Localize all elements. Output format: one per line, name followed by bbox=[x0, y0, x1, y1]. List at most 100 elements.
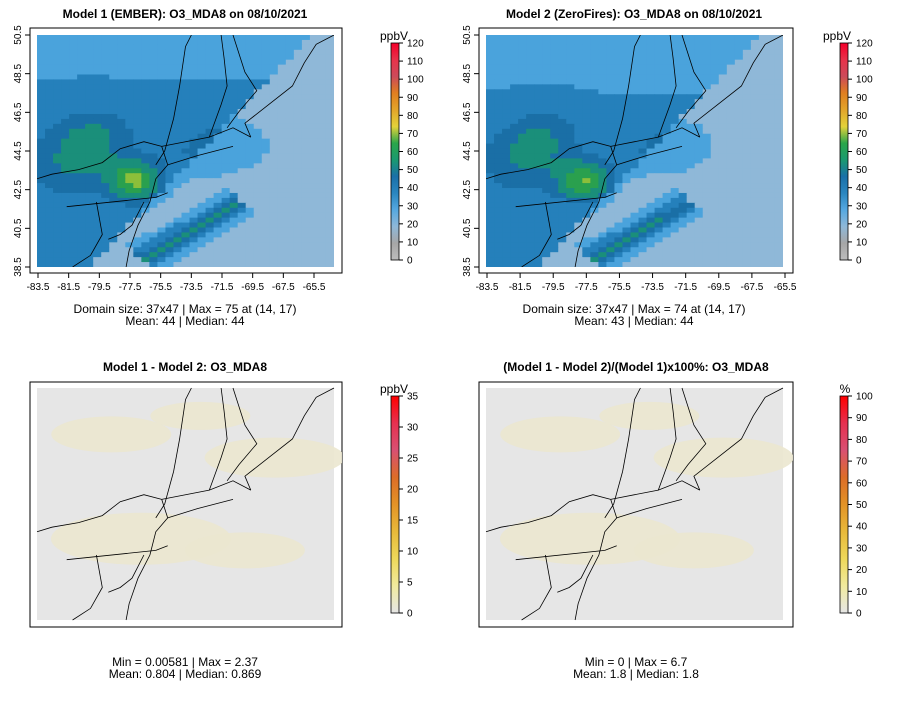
field-cell bbox=[85, 143, 94, 150]
field-cell bbox=[662, 158, 672, 164]
field-cell bbox=[494, 59, 503, 66]
field-cell bbox=[558, 188, 567, 194]
field-cell bbox=[85, 197, 94, 204]
field-cell bbox=[149, 118, 158, 125]
field-cell bbox=[93, 99, 102, 105]
field-cell bbox=[566, 148, 575, 154]
field-cell bbox=[566, 222, 575, 229]
field-cell bbox=[141, 192, 150, 199]
field-cell bbox=[526, 207, 535, 214]
field-cell bbox=[133, 49, 142, 56]
field-cell bbox=[229, 133, 239, 140]
field-cell bbox=[181, 222, 191, 229]
field-cell bbox=[141, 109, 150, 115]
field-cell bbox=[694, 178, 704, 184]
field-cell bbox=[293, 128, 303, 135]
field-cell bbox=[229, 153, 239, 159]
field-cell bbox=[494, 227, 503, 233]
field-cell bbox=[734, 183, 744, 189]
field-cell bbox=[157, 168, 166, 174]
field-cell bbox=[710, 217, 720, 224]
field-cell bbox=[550, 113, 559, 120]
field-cell bbox=[125, 59, 134, 66]
field-cell bbox=[638, 69, 648, 75]
field-cell bbox=[237, 123, 247, 130]
field-cell bbox=[213, 247, 223, 253]
field-cell bbox=[277, 252, 287, 258]
field-cell bbox=[590, 242, 599, 248]
colorbar-tick-label: 30 bbox=[856, 543, 868, 554]
field-cell bbox=[590, 202, 599, 209]
field-cell bbox=[646, 227, 656, 233]
x-axis: -83.5 -81.5 -79.5 -77.5 -75.5 -73.5 -71.5 -69.5… bbox=[27, 273, 326, 293]
field-cell bbox=[45, 247, 54, 253]
field-cell bbox=[662, 202, 672, 209]
field-cell bbox=[518, 153, 527, 159]
field-cell bbox=[53, 178, 62, 184]
field-cell bbox=[590, 104, 599, 110]
colorbar-tick-label: 10 bbox=[407, 237, 419, 248]
field-cell bbox=[638, 148, 648, 154]
x-tick-label: -69.5 bbox=[241, 282, 264, 293]
boundary-line bbox=[36, 494, 162, 533]
field-cell bbox=[742, 49, 752, 56]
field-cell bbox=[37, 35, 46, 41]
field-cell bbox=[598, 138, 607, 145]
field-cell bbox=[702, 39, 712, 46]
field-cell bbox=[45, 222, 54, 229]
field-cell bbox=[694, 59, 704, 66]
field-cell bbox=[518, 54, 527, 61]
field-cell bbox=[598, 173, 607, 179]
field-cell bbox=[93, 109, 102, 115]
field-cell bbox=[630, 35, 640, 41]
field-cell bbox=[309, 192, 319, 199]
colorbar-tick-label: 20 bbox=[856, 565, 868, 576]
field-cell bbox=[558, 168, 567, 174]
field-cell bbox=[702, 242, 712, 248]
field-cell bbox=[61, 212, 70, 219]
field-cell bbox=[125, 217, 134, 224]
field-cell bbox=[53, 163, 62, 169]
field-cell bbox=[582, 217, 591, 224]
field-cell bbox=[726, 59, 736, 66]
field-cell bbox=[189, 39, 199, 46]
field-cell bbox=[229, 173, 239, 179]
field-cell bbox=[101, 128, 110, 135]
field-cell bbox=[101, 89, 110, 95]
field-cell bbox=[686, 178, 696, 184]
field-cell bbox=[574, 227, 583, 233]
field-cell bbox=[325, 207, 334, 214]
field-cell bbox=[686, 69, 696, 75]
field-cell bbox=[526, 39, 535, 46]
field-cell bbox=[486, 178, 495, 184]
field-cell bbox=[750, 257, 760, 263]
field-cell bbox=[221, 79, 231, 85]
field-cell bbox=[309, 138, 319, 145]
field-cell bbox=[109, 123, 118, 130]
field-cell bbox=[654, 247, 664, 253]
field-cell bbox=[718, 54, 728, 61]
field-cell bbox=[518, 207, 527, 214]
field-cell bbox=[213, 207, 223, 214]
field-cell bbox=[598, 74, 607, 80]
field-cell bbox=[109, 138, 118, 145]
field-cell bbox=[301, 232, 311, 238]
field-cell bbox=[109, 153, 118, 159]
field-cell bbox=[614, 237, 623, 243]
field-cell bbox=[670, 94, 680, 100]
field-cell bbox=[77, 173, 86, 179]
field-cell bbox=[622, 123, 631, 130]
field-cell bbox=[317, 44, 327, 51]
field-cell bbox=[229, 237, 239, 243]
field-cell bbox=[726, 158, 736, 164]
field-cell bbox=[774, 39, 783, 46]
field-cell bbox=[566, 123, 575, 130]
field-cell bbox=[133, 188, 142, 194]
field-cell bbox=[133, 232, 142, 238]
field-cell bbox=[742, 133, 752, 140]
field-cell bbox=[654, 197, 664, 204]
field-cell bbox=[558, 153, 567, 159]
field-cell bbox=[253, 94, 263, 100]
field-cell bbox=[750, 79, 760, 85]
field-cell bbox=[205, 143, 215, 150]
